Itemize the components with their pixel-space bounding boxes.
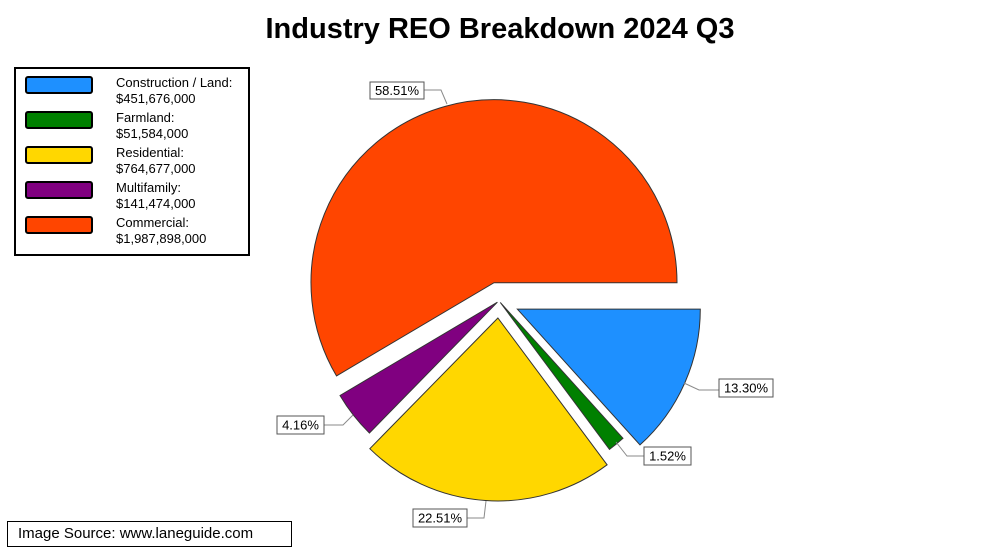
percent-label-commercial: 58.51% bbox=[369, 81, 425, 100]
leader-line-multifamily bbox=[324, 414, 354, 426]
legend: Construction / Land: $451,676,000 Farmla… bbox=[14, 67, 250, 256]
percent-label-multifamily: 4.16% bbox=[276, 415, 325, 435]
legend-label: Construction / Land: bbox=[116, 75, 233, 90]
legend-value: $141,474,000 bbox=[116, 196, 196, 211]
legend-value: $764,677,000 bbox=[116, 161, 196, 176]
percent-label-farmland: 1.52% bbox=[643, 446, 692, 466]
legend-swatch-multifamily bbox=[25, 181, 93, 199]
percent-label-residential: 22.51% bbox=[412, 508, 468, 528]
percent-label-box bbox=[718, 378, 774, 398]
leader-line-residential bbox=[467, 500, 487, 519]
image-source-text: Image Source: www.laneguide.com bbox=[18, 525, 254, 542]
percent-label-text: 1.52% bbox=[649, 449, 686, 464]
chart-title: Industry REO Breakdown 2024 Q3 bbox=[265, 13, 735, 45]
legend-item: Farmland: $51,584,000 bbox=[25, 110, 248, 145]
pie-slice-commercial bbox=[310, 99, 678, 377]
legend-item: Residential: $764,677,000 bbox=[25, 145, 248, 180]
percent-label-text: 58.51% bbox=[375, 83, 420, 98]
percent-label-construction-land: 13.30% bbox=[718, 378, 774, 398]
legend-item: Multifamily: $141,474,000 bbox=[25, 180, 248, 215]
image-source-box: Image Source: www.laneguide.com bbox=[7, 521, 292, 547]
legend-swatch-commercial bbox=[25, 216, 93, 234]
pie-slice-farmland bbox=[499, 302, 624, 451]
legend-value: $51,584,000 bbox=[116, 126, 189, 141]
legend-swatch-farmland bbox=[25, 111, 93, 129]
percent-label-box bbox=[276, 415, 325, 435]
leader-line-farmland bbox=[615, 441, 644, 457]
percent-label-text: 4.16% bbox=[282, 418, 319, 433]
legend-swatch-residential bbox=[25, 146, 93, 164]
legend-label: Farmland: bbox=[116, 110, 175, 125]
percent-label-text: 13.30% bbox=[724, 381, 769, 396]
percent-label-box bbox=[643, 446, 692, 466]
percent-label-box bbox=[369, 81, 425, 100]
legend-label: Residential: bbox=[116, 145, 184, 160]
legend-label: Commercial: bbox=[116, 215, 189, 230]
leader-line-construction-land bbox=[683, 382, 719, 391]
percent-label-box bbox=[412, 508, 468, 528]
legend-value: $1,987,898,000 bbox=[116, 231, 207, 246]
leader-line-commercial bbox=[424, 89, 448, 105]
legend-item: Commercial: $1,987,898,000 bbox=[25, 215, 248, 250]
pie-slice-multifamily bbox=[339, 301, 498, 434]
legend-label: Multifamily: bbox=[116, 180, 182, 195]
pie-slice-residential bbox=[369, 317, 608, 502]
legend-item: Construction / Land: $451,676,000 bbox=[25, 75, 248, 110]
legend-swatch-construction-land bbox=[25, 76, 93, 94]
legend-value: $451,676,000 bbox=[116, 91, 196, 106]
percent-label-text: 22.51% bbox=[418, 511, 463, 526]
